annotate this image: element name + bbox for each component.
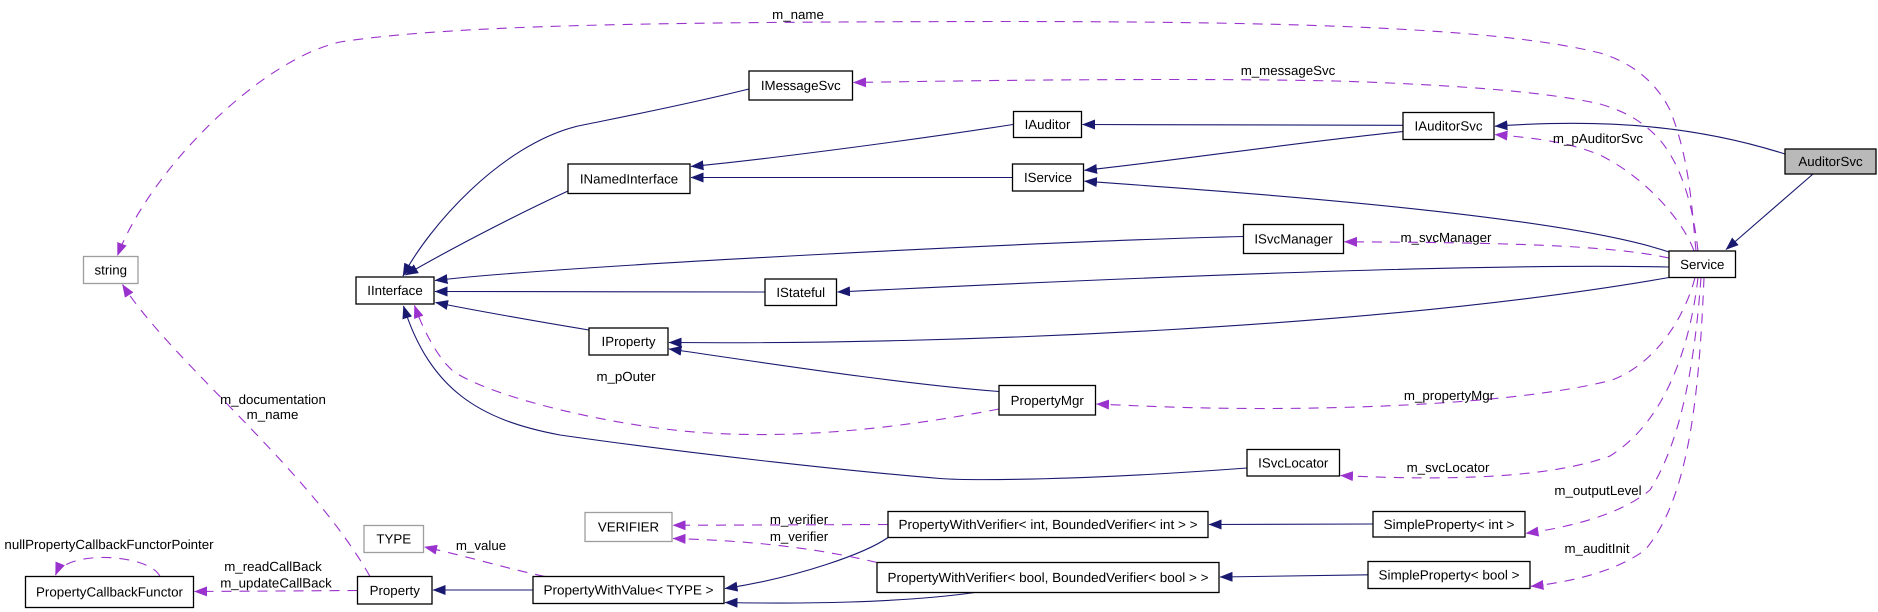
- svg-text:m_svcManager: m_svcManager: [1401, 230, 1492, 245]
- svg-text:m_documentation: m_documentation: [220, 392, 326, 407]
- svg-text:PropertyWithVerifier< int, Bou: PropertyWithVerifier< int, BoundedVerifi…: [899, 517, 1198, 532]
- svg-text:PropertyWithValue< TYPE >: PropertyWithValue< TYPE >: [544, 583, 714, 598]
- svg-text:ISvcManager: ISvcManager: [1254, 232, 1333, 247]
- svg-text:m_messageSvc: m_messageSvc: [1241, 63, 1336, 78]
- svg-text:INamedInterface: INamedInterface: [580, 171, 678, 186]
- svg-text:m_name: m_name: [247, 407, 299, 422]
- svg-text:m_verifier: m_verifier: [770, 512, 829, 527]
- svg-text:string: string: [94, 263, 127, 278]
- svg-text:SimpleProperty< int >: SimpleProperty< int >: [1384, 517, 1515, 532]
- svg-text:IInterface: IInterface: [367, 283, 422, 298]
- svg-text:IService: IService: [1024, 170, 1072, 185]
- svg-text:m_outputLevel: m_outputLevel: [1554, 483, 1641, 498]
- svg-text:ISvcLocator: ISvcLocator: [1258, 455, 1329, 470]
- svg-text:Service: Service: [1680, 257, 1724, 272]
- svg-text:m_propertyMgr: m_propertyMgr: [1404, 388, 1495, 403]
- svg-text:PropertyCallbackFunctor: PropertyCallbackFunctor: [36, 585, 184, 600]
- svg-text:Property: Property: [370, 583, 421, 598]
- svg-text:IAuditorSvc: IAuditorSvc: [1415, 119, 1483, 134]
- svg-text:IProperty: IProperty: [602, 334, 656, 349]
- svg-text:VERIFIER: VERIFIER: [598, 520, 659, 535]
- svg-text:m_pOuter: m_pOuter: [596, 369, 656, 384]
- svg-text:m_auditInit: m_auditInit: [1564, 541, 1629, 556]
- svg-text:m_updateCallBack: m_updateCallBack: [220, 576, 332, 591]
- svg-text:IStateful: IStateful: [776, 285, 825, 300]
- svg-text:PropertyMgr: PropertyMgr: [1011, 393, 1085, 408]
- svg-text:IMessageSvc: IMessageSvc: [761, 78, 841, 93]
- svg-text:PropertyWithVerifier< bool, Bo: PropertyWithVerifier< bool, BoundedVerif…: [888, 570, 1209, 585]
- svg-text:m_pAuditorSvc: m_pAuditorSvc: [1553, 131, 1644, 146]
- svg-text:m_verifier: m_verifier: [770, 529, 829, 544]
- svg-text:AuditorSvc: AuditorSvc: [1798, 154, 1863, 169]
- svg-text:m_name: m_name: [772, 7, 824, 22]
- svg-text:TYPE: TYPE: [376, 532, 411, 547]
- svg-text:nullPropertyCallbackFunctorPoi: nullPropertyCallbackFunctorPointer: [4, 537, 214, 552]
- svg-text:SimpleProperty< bool >: SimpleProperty< bool >: [1379, 568, 1520, 583]
- svg-text:IAuditor: IAuditor: [1025, 117, 1071, 132]
- svg-text:m_value: m_value: [456, 538, 506, 553]
- svg-text:m_readCallBack: m_readCallBack: [224, 559, 322, 574]
- svg-text:m_svcLocator: m_svcLocator: [1407, 460, 1490, 475]
